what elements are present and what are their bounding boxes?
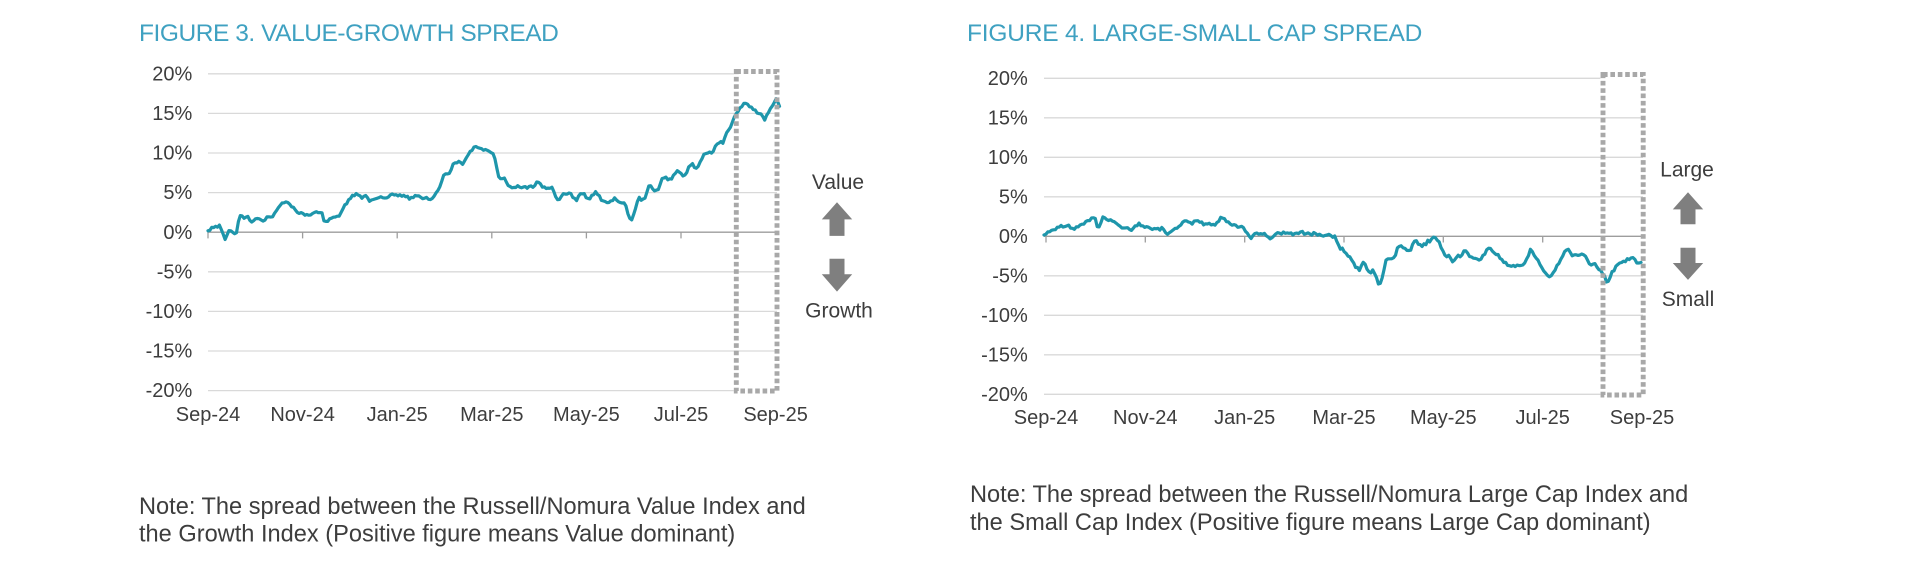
svg-text:Sep-25: Sep-25 — [1610, 407, 1675, 429]
svg-text:Sep-24: Sep-24 — [176, 404, 241, 426]
svg-text:Jul-25: Jul-25 — [1515, 407, 1569, 429]
svg-text:-15%: -15% — [981, 344, 1028, 366]
svg-text:0%: 0% — [999, 226, 1028, 248]
svg-text:20%: 20% — [152, 63, 192, 85]
svg-text:Nov-24: Nov-24 — [270, 404, 334, 426]
svg-text:-10%: -10% — [146, 301, 193, 323]
svg-text:15%: 15% — [988, 107, 1028, 129]
svg-text:Note: The spread between the R: Note: The spread between the Russell/Nom… — [970, 482, 1688, 508]
svg-text:FIGURE 3. VALUE-GROWTH SPREAD: FIGURE 3. VALUE-GROWTH SPREAD — [139, 20, 558, 47]
svg-text:May-25: May-25 — [1410, 407, 1477, 429]
svg-text:Jan-25: Jan-25 — [1214, 407, 1275, 429]
svg-text:20%: 20% — [988, 68, 1028, 90]
svg-text:Jan-25: Jan-25 — [367, 404, 428, 426]
svg-text:Growth: Growth — [805, 300, 873, 323]
svg-text:-20%: -20% — [981, 384, 1028, 406]
svg-text:May-25: May-25 — [553, 404, 620, 426]
svg-text:-10%: -10% — [981, 305, 1028, 327]
svg-text:-5%: -5% — [992, 265, 1028, 287]
svg-text:-20%: -20% — [146, 380, 193, 402]
svg-text:Mar-25: Mar-25 — [460, 404, 523, 426]
svg-text:5%: 5% — [999, 186, 1028, 208]
svg-text:5%: 5% — [163, 182, 192, 204]
svg-text:-5%: -5% — [157, 261, 193, 283]
svg-text:10%: 10% — [152, 143, 192, 165]
svg-text:Mar-25: Mar-25 — [1312, 407, 1375, 429]
svg-text:0%: 0% — [163, 222, 192, 244]
svg-text:FIGURE 4. LARGE-SMALL CAP SPRE: FIGURE 4. LARGE-SMALL CAP SPREAD — [967, 20, 1422, 47]
svg-text:Large: Large — [1660, 159, 1714, 182]
svg-text:Nov-24: Nov-24 — [1113, 407, 1177, 429]
svg-text:Small: Small — [1662, 288, 1715, 311]
svg-text:10%: 10% — [988, 147, 1028, 169]
svg-text:the Growth Index (Positive fig: the Growth Index (Positive figure means … — [139, 522, 735, 548]
svg-text:15%: 15% — [152, 103, 192, 125]
svg-text:-15%: -15% — [146, 341, 193, 363]
svg-text:Value: Value — [812, 171, 864, 194]
svg-text:Sep-24: Sep-24 — [1014, 407, 1079, 429]
svg-text:Sep-25: Sep-25 — [743, 404, 808, 426]
svg-text:the Small Cap Index (Positive: the Small Cap Index (Positive figure mea… — [970, 510, 1651, 536]
svg-text:Jul-25: Jul-25 — [654, 404, 708, 426]
svg-text:Note: The spread between the R: Note: The spread between the Russell/Nom… — [139, 494, 806, 520]
